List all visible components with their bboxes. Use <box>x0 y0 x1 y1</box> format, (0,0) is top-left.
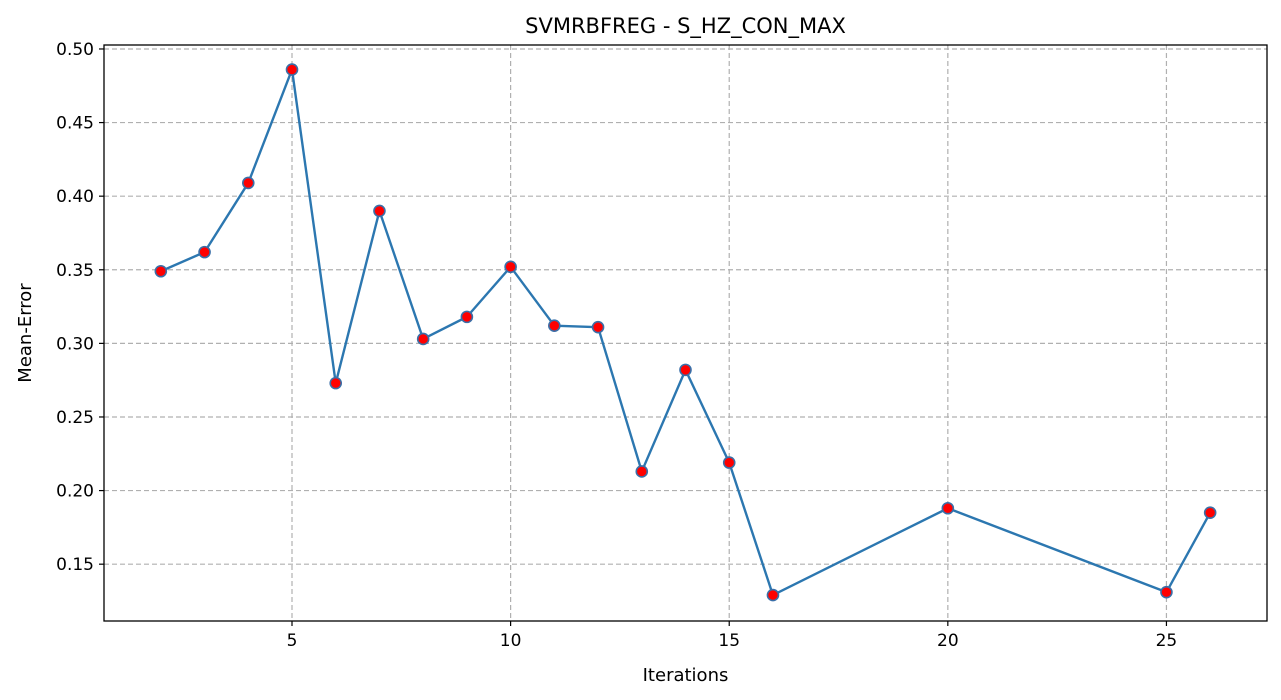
data-point <box>373 204 386 218</box>
data-point <box>548 319 561 333</box>
x-tick-label: 5 <box>287 631 298 651</box>
series-line <box>160 68 1212 597</box>
y-tick-label: 0.25 <box>56 408 94 428</box>
data-point <box>154 264 168 278</box>
data-point <box>416 332 430 346</box>
data-point <box>241 176 255 190</box>
series-layer <box>154 63 1217 602</box>
data-point <box>679 363 692 377</box>
y-tick-label: 0.30 <box>56 334 94 354</box>
y-tick-label: 0.50 <box>56 40 94 60</box>
data-point <box>766 588 780 602</box>
grid-layer <box>104 45 1267 621</box>
x-tick-label: 10 <box>500 631 522 651</box>
chart-title: SVMRBFREG - S_HZ_CON_MAX <box>525 14 846 39</box>
y-tick-label: 0.15 <box>56 555 94 575</box>
data-point <box>1160 585 1173 599</box>
data-point <box>591 320 605 334</box>
tick-layer: 5 10 15 20 25 0.15 0.20 0.25 0.30 0.35 0.40 0.45 0.5… <box>56 40 1177 651</box>
data-point <box>635 465 649 478</box>
x-tick-label: 15 <box>718 631 740 651</box>
y-tick-label: 0.45 <box>56 114 94 134</box>
data-point <box>460 310 474 324</box>
data-point <box>504 260 517 274</box>
y-tick-label: 0.20 <box>56 482 94 502</box>
y-axis-label: Mean-Error <box>15 283 36 383</box>
x-tick-label: 25 <box>1156 631 1178 651</box>
plot-frame <box>103 44 1268 622</box>
data-point <box>941 501 955 515</box>
y-tick-label: 0.35 <box>56 261 94 281</box>
data-point <box>1203 506 1217 519</box>
data-point <box>329 376 343 390</box>
data-point <box>722 456 736 469</box>
data-point <box>198 245 211 259</box>
y-tick-label: 0.40 <box>56 187 94 207</box>
x-tick-label: 20 <box>937 631 959 651</box>
data-point <box>285 63 299 76</box>
x-axis-label: Iterations <box>643 665 729 686</box>
